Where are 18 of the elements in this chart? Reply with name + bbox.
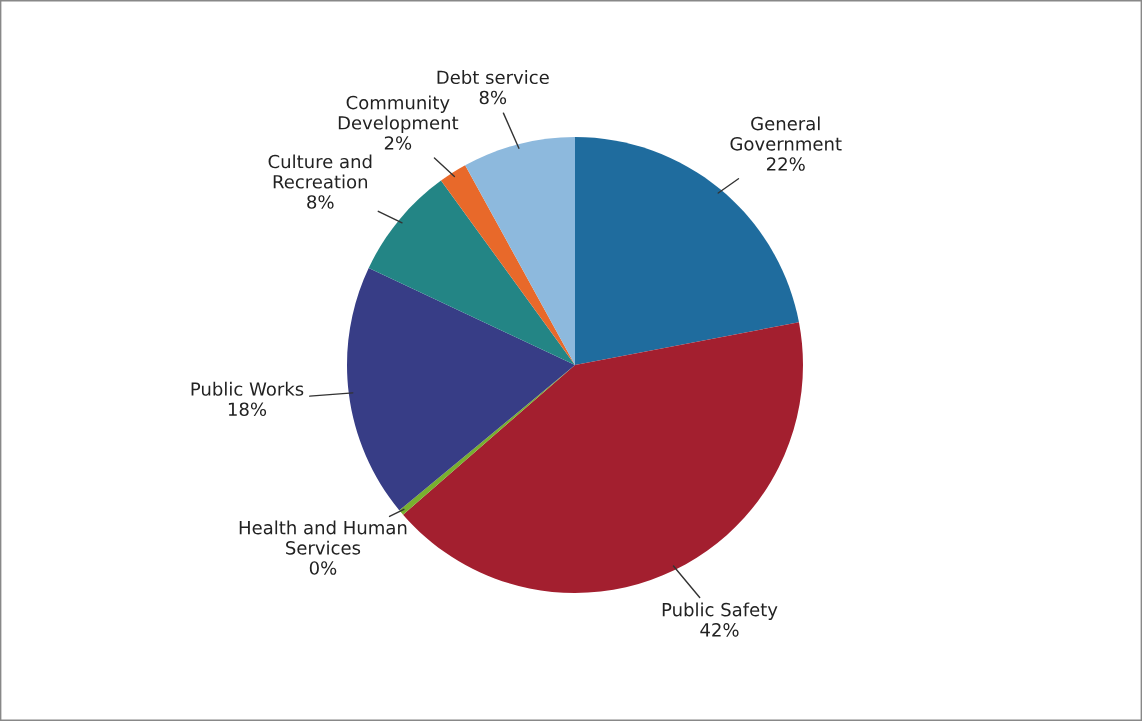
slice-label: Debt service [437, 70, 549, 85]
slice-label: Public Safety [662, 602, 778, 620]
data-label: 8% [479, 90, 507, 105]
slice-label: Health and Human Services [239, 520, 407, 555]
slice-label: General Government [730, 116, 842, 151]
pie-slice [347, 267, 575, 511]
pie-slice [368, 180, 575, 365]
data-label: 0% [309, 561, 337, 575]
data-label: 2% [384, 136, 412, 150]
data-label: 42% [700, 623, 739, 637]
slice-label: Community Development [338, 95, 459, 134]
data-label: 8% [307, 195, 334, 209]
slice-label: Culture and Recreation [268, 154, 372, 189]
slice-label: Public Works [191, 381, 304, 396]
pie-slice [465, 137, 575, 365]
data-label: 18% [228, 402, 267, 417]
data-label: 22% [766, 157, 805, 171]
pie-slice [440, 165, 575, 365]
